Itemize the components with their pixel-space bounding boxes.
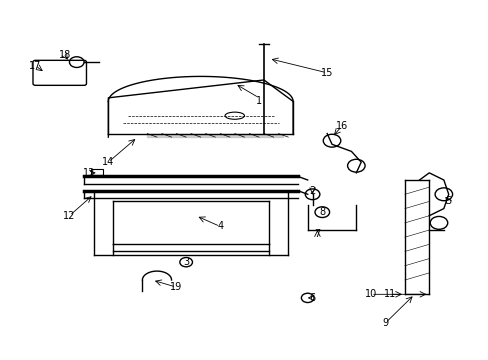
Text: 16: 16 [335, 121, 347, 131]
Text: 1: 1 [256, 96, 262, 107]
Text: 5: 5 [445, 197, 451, 206]
Text: 11: 11 [384, 289, 396, 299]
Text: 3: 3 [183, 257, 189, 267]
Text: 19: 19 [170, 282, 182, 292]
Text: 12: 12 [63, 211, 76, 221]
Text: 14: 14 [102, 157, 114, 167]
Text: 13: 13 [82, 168, 95, 178]
Text: 18: 18 [59, 50, 71, 60]
Bar [91, 169, 103, 175]
Text: 4: 4 [217, 221, 223, 231]
Text: 9: 9 [382, 318, 388, 328]
Text: 8: 8 [319, 207, 325, 217]
Text: 10: 10 [364, 289, 376, 299]
Text: 17: 17 [29, 61, 41, 71]
Text: 6: 6 [309, 293, 315, 303]
Text: 7: 7 [314, 229, 320, 239]
Text: 15: 15 [320, 68, 333, 78]
Text: 2: 2 [309, 186, 315, 196]
